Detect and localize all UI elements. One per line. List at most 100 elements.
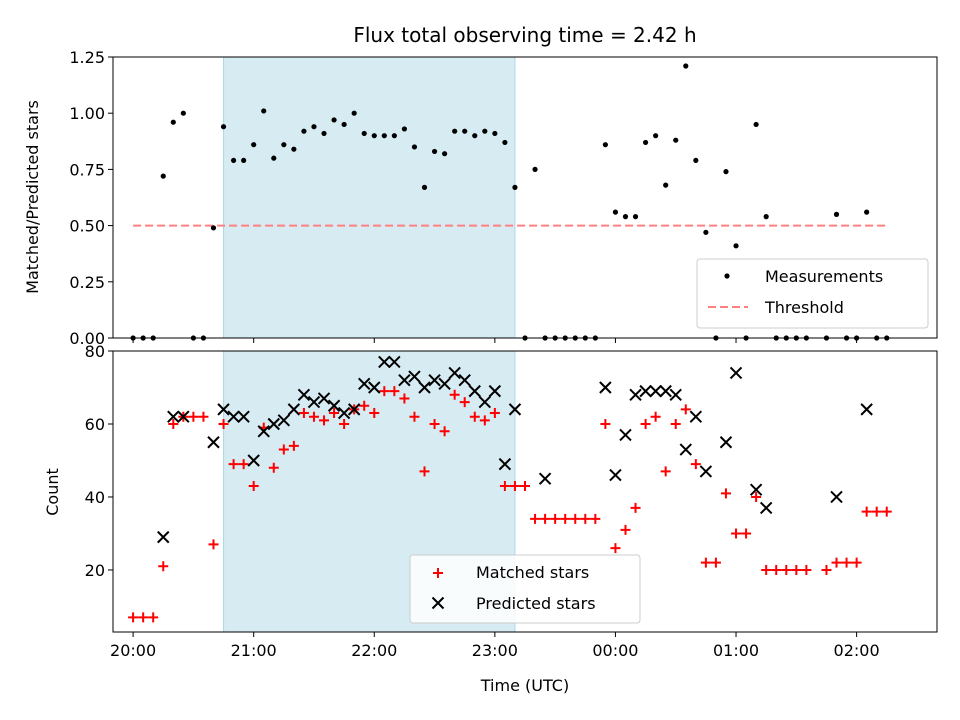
legend-measurements-label: Measurements <box>765 267 883 286</box>
matched-star-point <box>861 506 872 517</box>
predicted-star-point <box>247 454 260 467</box>
predicted-star-point <box>639 384 652 398</box>
predicted-star-point <box>237 410 250 423</box>
predicted-star-point <box>368 381 381 394</box>
legend-predicted-stars-label: Predicted stars <box>476 594 596 613</box>
top-x-ticks <box>132 338 858 343</box>
matched-star-point <box>610 543 621 554</box>
bottom-series <box>128 355 892 623</box>
measurement-point <box>251 142 257 148</box>
measurement-point <box>291 146 297 152</box>
matched-star-point <box>339 418 350 429</box>
matched-star-point <box>288 440 299 451</box>
measurement-point <box>170 119 176 125</box>
measurement-point <box>622 214 629 220</box>
y-tick-label: 1.00 <box>69 104 105 123</box>
measurement-point <box>763 214 769 220</box>
predicted-star-point <box>358 377 371 391</box>
matched-star-point <box>821 564 832 575</box>
matched-star-point <box>640 418 651 429</box>
predicted-star-point <box>398 373 411 387</box>
matched-star-point <box>670 418 681 429</box>
bottom-legend: Matched stars Predicted stars <box>409 554 641 624</box>
measurement-point <box>230 157 237 164</box>
matched-star-point <box>540 513 551 524</box>
measurement-point <box>442 151 448 157</box>
predicted-star-point <box>860 403 873 416</box>
measurement-point <box>401 126 408 132</box>
y-tick-label: 1.25 <box>69 48 105 67</box>
measurement-point <box>361 130 367 137</box>
measurement-point <box>482 128 488 134</box>
predicted-star-point <box>317 392 331 405</box>
predicted-star-point <box>468 384 481 398</box>
matched-star-point <box>158 561 169 572</box>
matched-star-point <box>650 411 661 422</box>
matched-star-point <box>168 418 179 429</box>
predicted-star-point <box>448 366 461 380</box>
predicted-star-point <box>408 370 421 383</box>
matched-star-point <box>630 502 641 513</box>
predicted-star-point <box>649 384 662 398</box>
predicted-star-point <box>418 381 431 394</box>
measurement-point <box>733 243 739 249</box>
legend-predicted-stars-symbol <box>431 596 445 610</box>
bottom-panel: 20 40 60 80 20:00 21:00 22:00 23:00 00:00 01:00 0… <box>43 342 938 695</box>
matched-star-point <box>680 404 691 415</box>
matched-star-point <box>710 557 721 568</box>
top-panel: 0.00 0.25 0.50 0.75 1.00 1.25 Flux total obse… <box>23 23 938 348</box>
predicted-star-point <box>729 366 743 380</box>
predicted-star-point <box>227 410 240 423</box>
matched-star-point <box>248 481 259 492</box>
matched-star-point <box>871 506 882 517</box>
measurement-point <box>833 211 840 217</box>
predicted-star-point <box>307 395 321 409</box>
measurement-point <box>311 124 317 130</box>
x-tick-label: 23:00 <box>472 641 518 660</box>
matched-star-point <box>479 415 490 426</box>
y-tick-label: 0.75 <box>69 160 105 179</box>
measurement-point <box>512 184 518 190</box>
matched-star-point <box>489 408 500 419</box>
measurement-point <box>462 128 468 134</box>
matched-star-point <box>238 459 249 470</box>
measurement-point <box>492 130 498 137</box>
matched-star-point <box>720 488 731 499</box>
matched-star-point <box>429 418 440 429</box>
legend-matched-stars-label: Matched stars <box>476 563 589 582</box>
predicted-star-point <box>207 436 220 449</box>
matched-star-point <box>449 389 460 400</box>
matched-star-point <box>560 513 571 524</box>
matched-star-point <box>128 612 139 623</box>
measurement-point <box>210 225 217 231</box>
matched-star-point <box>298 408 309 419</box>
predicted-star-point <box>327 399 341 412</box>
matched-star-point <box>198 411 209 422</box>
top-legend: Measurements Threshold <box>696 258 929 329</box>
matched-star-point <box>731 528 742 539</box>
measurement-point <box>371 133 377 139</box>
predicted-star-point <box>629 388 642 401</box>
predicted-star-point <box>689 410 703 423</box>
matched-star-point <box>851 557 862 568</box>
x-tick-label: 20:00 <box>110 641 156 660</box>
predicted-star-point <box>679 443 692 456</box>
predicted-star-point <box>498 457 512 471</box>
matched-star-point <box>520 481 530 492</box>
matched-star-point <box>369 408 380 419</box>
measurement-point <box>753 121 759 128</box>
matched-star-point <box>791 564 802 575</box>
matched-star-point <box>509 481 520 492</box>
predicted-star-point <box>277 414 291 427</box>
predicted-star-point <box>659 384 672 398</box>
matched-star-point <box>831 557 842 568</box>
measurement-point <box>864 209 870 215</box>
predicted-star-point <box>609 468 622 482</box>
predicted-star-point <box>378 355 391 369</box>
matched-star-point <box>570 513 581 524</box>
matched-star-point <box>741 528 752 539</box>
bottom-x-ticks: 20:00 21:00 22:00 23:00 00:00 01:00 02:00 <box>110 632 880 660</box>
predicted-star-point <box>267 417 280 431</box>
predicted-star-point <box>508 403 522 416</box>
